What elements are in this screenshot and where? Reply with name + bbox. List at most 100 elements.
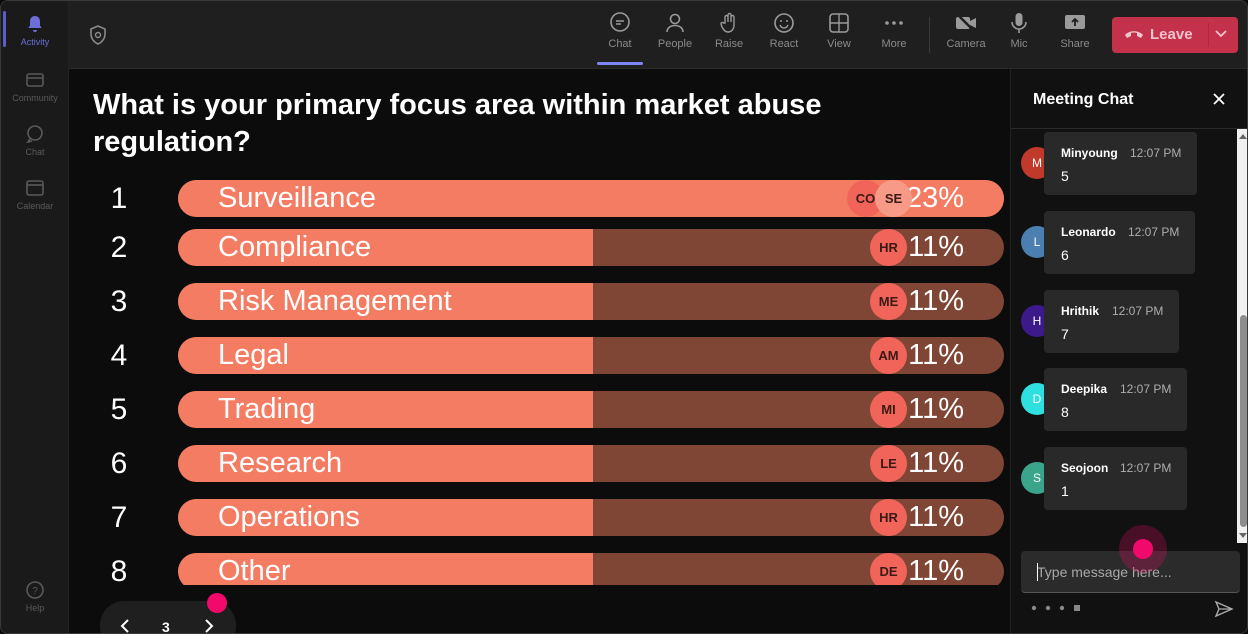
message-sender: Hrithik xyxy=(1061,304,1100,318)
svg-text:?: ? xyxy=(32,586,38,597)
meeting-toolbar: Chat People Raise React View More Camera xyxy=(69,1,1247,69)
option-percent: 11% xyxy=(908,555,964,587)
chat-message-input[interactable] xyxy=(1021,551,1240,592)
scrollbar-thumb[interactable] xyxy=(1240,315,1247,527)
toolbar-view-button[interactable]: View xyxy=(814,11,864,50)
option-bar[interactable]: Research 11% LE xyxy=(178,445,1004,482)
rail-item-chat[interactable]: Chat xyxy=(1,123,69,157)
scroll-down-arrow[interactable] xyxy=(1239,533,1247,538)
calendar-icon xyxy=(26,180,44,196)
option-bar-fill xyxy=(178,391,593,428)
toolbar-chat-label: Chat xyxy=(608,38,632,50)
format-toolbar-icon[interactable] xyxy=(1031,603,1091,613)
grid-view-icon xyxy=(829,13,849,33)
poll-option-row: 4 Legal 11% AM xyxy=(69,337,1010,375)
message-text: 7 xyxy=(1061,326,1069,342)
option-bar[interactable]: Other 11% DE xyxy=(178,553,1004,590)
rail-label-help: Help xyxy=(25,603,45,613)
toolbar-chat-button[interactable]: Chat xyxy=(595,11,645,65)
camera-off-icon xyxy=(956,13,976,33)
raise-hand-icon xyxy=(720,12,735,33)
avatar-initial: M xyxy=(1032,156,1042,170)
chevron-left-icon[interactable] xyxy=(118,617,132,634)
option-bar[interactable]: Trading 11% MI xyxy=(178,391,1004,428)
toolbar-camera-button[interactable]: Camera xyxy=(941,11,991,50)
chat-message[interactable]: Deepika 12:07 PM 8 xyxy=(1044,368,1187,431)
message-sender: Leonardo xyxy=(1061,225,1116,239)
help-icon: ? xyxy=(26,581,44,599)
voter-avatar: LE xyxy=(870,445,907,482)
option-label: Research xyxy=(218,447,343,479)
option-bar-fill xyxy=(178,337,593,374)
toolbar-people-button[interactable]: People xyxy=(650,11,700,50)
option-bar[interactable]: Surveillance 23% CO SE xyxy=(178,180,1004,217)
poll-option-row: 6 Research 11% LE xyxy=(69,445,1010,483)
message-text: 6 xyxy=(1061,247,1069,263)
poll-question: What is your primary focus area within m… xyxy=(93,89,822,158)
scroll-up-arrow[interactable] xyxy=(1239,134,1247,139)
chat-message-list[interactable]: M Minyoung 12:07 PM 5 L Leonardo 12:07 PM 6 H Hri… xyxy=(1011,129,1237,543)
avatar-initial: L xyxy=(1033,235,1041,249)
toolbar-people-label: People xyxy=(657,38,693,50)
option-number: 4 xyxy=(110,339,128,372)
chat-scrollbar[interactable] xyxy=(1237,129,1247,543)
avatar-initial: D xyxy=(1032,392,1042,406)
close-icon[interactable] xyxy=(1211,91,1227,107)
option-bar[interactable]: Operations 11% HR xyxy=(178,499,1004,536)
message-time: 12:07 PM xyxy=(1112,304,1164,318)
rail-item-community[interactable]: Community xyxy=(1,69,69,103)
option-label: Trading xyxy=(218,393,316,425)
chat-message[interactable]: Leonardo 12:07 PM 6 xyxy=(1044,211,1195,274)
shield-icon[interactable] xyxy=(89,25,107,45)
meeting-chat-panel: Meeting Chat M Minyoung 12:07 PM 5 L Leonardo… xyxy=(1010,69,1247,633)
leave-divider xyxy=(1208,23,1209,47)
text-caret xyxy=(1037,563,1038,581)
chat-message[interactable]: Seojoon 12:07 PM 1 xyxy=(1044,447,1187,510)
toolbar-more-button[interactable]: More xyxy=(869,11,919,50)
toolbar-mic-label: Mic xyxy=(1010,38,1028,50)
chevron-down-icon[interactable] xyxy=(1214,29,1228,39)
rail-item-help[interactable]: ? Help xyxy=(1,579,69,613)
chevron-right-icon[interactable] xyxy=(202,617,216,634)
toolbar-react-button[interactable]: React xyxy=(759,11,809,50)
leave-label: Leave xyxy=(1150,26,1193,43)
leave-button[interactable]: Leave xyxy=(1112,17,1238,53)
avatar-initial: H xyxy=(1032,314,1042,328)
toolbar-more-label: More xyxy=(881,38,907,50)
option-label: Surveillance xyxy=(218,182,376,214)
poll-option-row: 7 Operations 11% HR xyxy=(69,499,1010,537)
chat-bubble-icon xyxy=(610,12,630,32)
chat-message[interactable]: Minyoung 12:07 PM 5 xyxy=(1044,132,1197,195)
option-label: Risk Management xyxy=(218,285,452,317)
rail-active-indicator xyxy=(3,11,6,47)
option-bar-fill xyxy=(178,553,593,590)
option-bar[interactable]: Compliance 11% HR xyxy=(178,229,1004,266)
chat-message[interactable]: Hrithik 12:07 PM 7 xyxy=(1044,290,1179,353)
chat-icon xyxy=(26,125,43,144)
rail-item-calendar[interactable]: Calendar xyxy=(1,177,69,211)
chat-input-box[interactable] xyxy=(1021,551,1240,593)
toolbar-raise-button[interactable]: Raise xyxy=(704,11,754,50)
option-number: 1 xyxy=(110,182,128,215)
option-number: 5 xyxy=(110,393,128,426)
pointer-marker xyxy=(207,593,227,613)
toolbar-share-button[interactable]: Share xyxy=(1050,11,1100,50)
rail-item-activity[interactable]: Activity xyxy=(1,13,69,47)
voter-avatar: HR xyxy=(870,229,907,266)
message-time: 12:07 PM xyxy=(1128,225,1180,239)
option-bar[interactable]: Risk Management 11% ME xyxy=(178,283,1004,320)
message-sender: Seojoon xyxy=(1061,461,1109,475)
community-icon xyxy=(26,73,44,87)
people-icon xyxy=(666,13,684,33)
send-icon[interactable] xyxy=(1214,599,1234,619)
share-screen-icon xyxy=(1065,15,1085,29)
option-percent: 11% xyxy=(908,285,964,317)
option-percent: 11% xyxy=(908,393,964,425)
toolbar-mic-button[interactable]: Mic xyxy=(994,11,1044,50)
option-number: 8 xyxy=(110,555,128,588)
react-smiley-icon xyxy=(774,13,794,33)
toolbar-divider xyxy=(929,17,930,53)
option-bar[interactable]: Legal 11% AM xyxy=(178,337,1004,374)
poll-stage: What is your primary focus area within m… xyxy=(69,69,1010,634)
poll-option-row: 3 Risk Management 11% ME xyxy=(69,283,1010,321)
